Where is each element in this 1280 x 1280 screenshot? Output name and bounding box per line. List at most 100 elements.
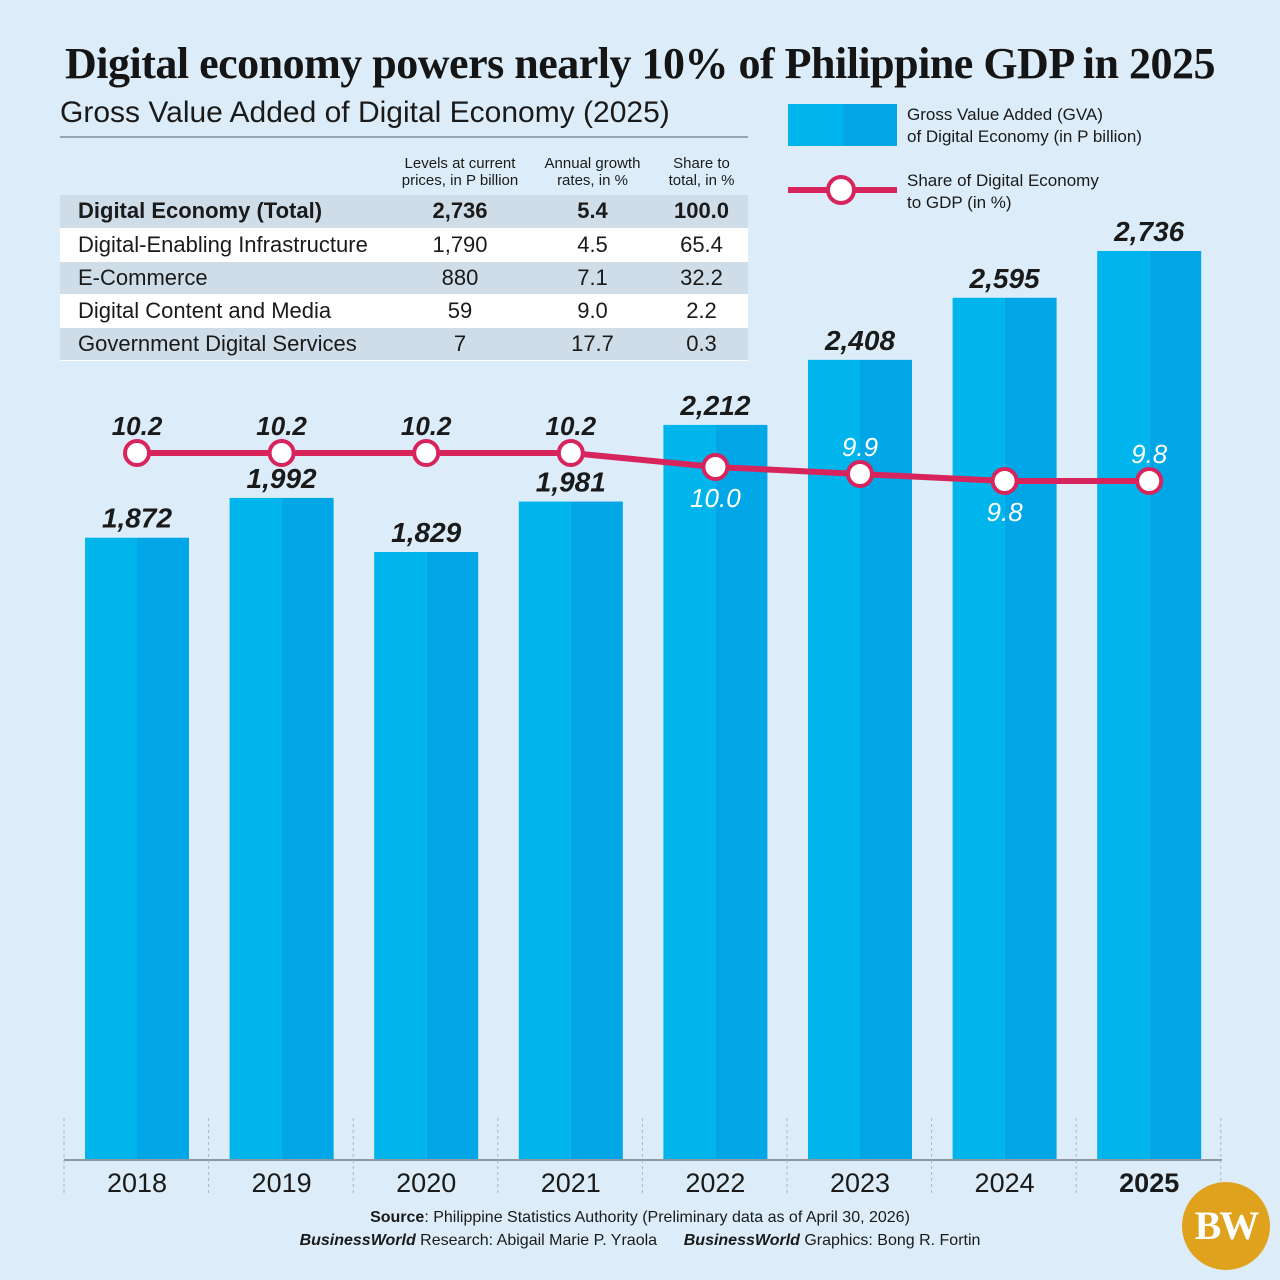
share-value-label: 9.8 — [1131, 439, 1168, 469]
row-level: 59 — [390, 294, 530, 328]
bar-value-label: 2,212 — [679, 390, 750, 421]
row-share: 100.0 — [655, 195, 748, 229]
graphics-text: Graphics: Bong R. Fortin — [799, 1232, 981, 1249]
row-growth: 4.5 — [530, 228, 655, 262]
table-header-growth: Annual growth rates, in % — [530, 136, 655, 195]
table-header-row: Levels at current prices, in P billion A… — [60, 136, 748, 195]
share-point-2025 — [1135, 467, 1164, 495]
bar-2025 — [1097, 251, 1150, 1159]
row-growth: 5.4 — [530, 195, 655, 229]
bar-2020 — [374, 552, 427, 1159]
bar-shade-2019 — [281, 497, 334, 1159]
table-header-level: Levels at current prices, in P billion — [390, 136, 530, 195]
bar-2024 — [952, 297, 1005, 1160]
row-share: 0.3 — [655, 327, 748, 361]
bw-logo: BW — [1182, 1182, 1270, 1270]
row-share: 32.2 — [655, 261, 748, 295]
x-tick-label: 2018 — [107, 1168, 167, 1198]
credits-line: BusinessWorld Research: Abigail Marie P.… — [0, 1229, 1280, 1252]
chart-title: Digital economy powers nearly 10% of Phi… — [65, 39, 1215, 88]
bar-2022 — [663, 424, 716, 1159]
legend-line-line2a: to GDP — [907, 193, 963, 212]
bar-value-label: 2,736 — [1113, 216, 1184, 247]
table-header-name — [60, 136, 390, 195]
research-brand: BusinessWorld — [299, 1232, 416, 1249]
x-tick-label: 2019 — [252, 1168, 312, 1198]
share-line — [137, 450, 1150, 484]
share-point-2021 — [556, 439, 585, 467]
x-axis: 2018 2019 2020 2021 2022 2023 2024 2025 — [63, 1118, 1222, 1198]
share-line-layer: 10.2 10.2 10.2 10.2 10.0 9.9 9.8 9.8 — [112, 411, 1168, 527]
row-level: 880 — [390, 261, 530, 295]
bar-2019 — [229, 497, 282, 1159]
bar-value-label: 1,872 — [102, 503, 172, 534]
research-text: Research: Abigail Marie P. Yraola — [415, 1232, 658, 1249]
share-value-label: 10.2 — [112, 411, 163, 441]
x-tick-label: 2025 — [1119, 1168, 1179, 1198]
graphics-brand: BusinessWorld — [683, 1232, 800, 1249]
bar-shade-2021 — [570, 501, 623, 1159]
table-row: Government Digital Services 7 17.7 0.3 — [60, 327, 748, 361]
row-level: 7 — [390, 327, 530, 361]
row-level: 1,790 — [390, 228, 530, 262]
row-level: 2,736 — [390, 195, 530, 229]
row-share: 65.4 — [655, 228, 748, 262]
bar-shade-2025 — [1149, 251, 1202, 1159]
row-growth: 7.1 — [530, 261, 655, 295]
share-point-2022 — [701, 453, 730, 481]
bar-shade-2024 — [1004, 297, 1057, 1160]
x-tick-label: 2024 — [975, 1168, 1035, 1198]
legend-line-line2b: (in %) — [967, 193, 1012, 212]
share-value-label: 10.2 — [401, 411, 452, 441]
legend-bar-label: Gross Value Added (GVA) of Digital Econo… — [907, 104, 1142, 148]
row-share: 2.2 — [655, 294, 748, 328]
row-name: E-Commerce — [60, 261, 390, 295]
bar-shade-2018 — [137, 537, 189, 1159]
legend-bar-line2a: of Digital Economy — [907, 127, 1049, 146]
table-row: Digital Economy (Total) 2,736 5.4 100.0 — [60, 195, 748, 229]
bar-value-label: 2,595 — [969, 263, 1040, 294]
bar-shade-2022 — [715, 424, 768, 1159]
share-point-2020 — [412, 439, 441, 467]
bar-2021 — [518, 501, 571, 1159]
gva-table: Levels at current prices, in P billion A… — [60, 136, 748, 361]
source-line: Source: Philippine Statistics Authority … — [0, 1206, 1280, 1229]
bar-2018 — [85, 537, 137, 1159]
bar-shade-2023 — [860, 359, 912, 1160]
row-name: Digital Economy (Total) — [60, 195, 390, 229]
x-tick-label: 2022 — [685, 1168, 745, 1198]
x-tick-label: 2023 — [830, 1168, 890, 1198]
share-value-label: 9.9 — [842, 432, 878, 462]
share-value-label: 9.8 — [987, 497, 1024, 527]
share-point-2018 — [123, 439, 151, 467]
legend-line-line2: to GDP (in %) — [907, 192, 1099, 214]
legend-line-marker — [826, 175, 856, 205]
legend-bar-swatch-shade — [843, 104, 897, 146]
bars-layer: 1,872 1,992 1,829 1,981 2,212 2,408 2,595 2,736 — [85, 216, 1202, 1160]
table-row: E-Commerce 880 7.1 32.2 — [60, 261, 748, 295]
bar-value-label: 2,408 — [824, 325, 895, 356]
share-point-2023 — [846, 460, 874, 488]
table-title: Gross Value Added of Digital Economy (20… — [60, 96, 670, 129]
bar-value-label: 1,992 — [247, 463, 317, 494]
source-block: Source: Philippine Statistics Authority … — [0, 1206, 1280, 1252]
row-growth: 17.7 — [530, 327, 655, 361]
legend-line-label: Share of Digital Economy to GDP (in %) — [907, 170, 1099, 214]
share-value-label: 10.2 — [256, 411, 307, 441]
bar-shade-2020 — [426, 552, 479, 1159]
x-tick-label: 2020 — [396, 1168, 456, 1198]
legend-bar-line1: Gross Value Added (GVA) — [907, 105, 1103, 124]
share-point-2019 — [267, 439, 296, 467]
bar-value-label: 1,829 — [391, 517, 461, 548]
row-growth: 9.0 — [530, 294, 655, 328]
legend-bar-line2b: (in P billion) — [1053, 127, 1142, 146]
x-tick-label: 2021 — [541, 1168, 601, 1198]
table-row: Digital Content and Media 59 9.0 2.2 — [60, 294, 748, 328]
bar-2023 — [808, 359, 860, 1160]
table-header-share: Share to total, in % — [655, 136, 748, 195]
table-row: Digital-Enabling Infrastructure 1,790 4.… — [60, 228, 748, 262]
legend-bar-line2: of Digital Economy (in P billion) — [907, 126, 1142, 148]
share-point-2024 — [990, 467, 1019, 495]
share-value-label: 10.2 — [545, 411, 596, 441]
